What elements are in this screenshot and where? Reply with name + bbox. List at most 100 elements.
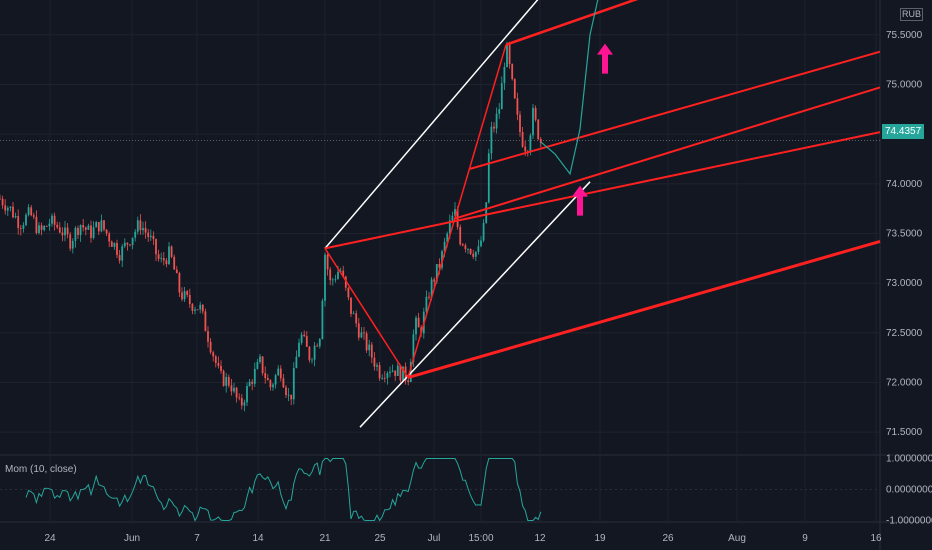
candle-body: [461, 244, 464, 246]
swing-up-line: [407, 44, 507, 378]
y-tick-label: 75.0000: [886, 79, 923, 90]
candle-body: [142, 228, 144, 231]
candle-body: [227, 377, 230, 386]
candle-body: [311, 359, 313, 361]
candle-body: [490, 126, 493, 154]
candle-body: [308, 346, 311, 361]
candle-body: [100, 220, 103, 232]
candle-body: [511, 64, 514, 80]
candle-body: [222, 370, 225, 386]
indicator-label[interactable]: Mom (10, close): [5, 464, 77, 475]
candle-body: [303, 334, 306, 337]
candle-body: [474, 251, 477, 257]
candles: [0, 41, 542, 412]
candle-body: [352, 313, 355, 315]
candle-body: [253, 368, 256, 384]
candle-body: [370, 344, 373, 358]
candle-body: [277, 368, 280, 376]
candle-body: [238, 397, 241, 399]
x-tick-label: 7: [194, 533, 200, 544]
candle-body: [508, 43, 511, 65]
candle-body: [285, 387, 287, 395]
momentum-line: [25, 458, 542, 522]
candle-body: [199, 304, 202, 310]
candle-body: [9, 206, 12, 208]
candle-body: [168, 246, 170, 265]
candle-body: [19, 227, 22, 229]
candle-body: [35, 216, 38, 233]
candle-body: [417, 317, 420, 328]
candle-body: [191, 304, 194, 311]
candle-body: [118, 255, 121, 261]
candle-body: [240, 397, 243, 406]
candle-body: [251, 381, 254, 384]
candle-body: [17, 216, 20, 228]
candle-body: [506, 43, 508, 68]
candle-body: [82, 225, 85, 228]
candle-body: [30, 207, 33, 216]
candle-body: [438, 264, 441, 268]
candle-body: [162, 258, 165, 261]
candle-body: [321, 300, 324, 339]
candle-body: [448, 220, 451, 234]
candle-body: [53, 215, 56, 225]
candle-body: [402, 366, 404, 381]
candle-body: [435, 264, 438, 282]
candle-body: [204, 311, 207, 332]
candle-body: [217, 363, 220, 366]
candle-body: [51, 215, 53, 224]
candle-body: [77, 227, 79, 235]
candle-body: [79, 225, 82, 235]
candle-body: [282, 378, 285, 388]
candle-body: [537, 119, 540, 140]
candle-body: [425, 296, 428, 312]
candle-body: [539, 139, 542, 144]
candle-body: [391, 370, 394, 372]
lower-channel-line: [407, 239, 881, 379]
candle-body: [383, 377, 386, 379]
candle-body: [64, 227, 66, 236]
candle-body: [126, 242, 129, 245]
candle-body: [97, 222, 100, 232]
candle-body: [1, 198, 4, 206]
y-tick-label: 71.5000: [886, 427, 923, 438]
candle-body: [469, 248, 472, 254]
candle-body: [66, 227, 69, 235]
candle-body: [415, 317, 417, 335]
candle-body: [214, 356, 217, 364]
candle-body: [500, 83, 503, 110]
y-tick-label: 74.0000: [886, 179, 923, 190]
candle-body: [61, 232, 64, 236]
candle-body: [261, 356, 264, 374]
outer-upper-line: [324, 0, 539, 249]
candle-body: [186, 291, 189, 295]
candle-body: [290, 394, 293, 400]
candle-body: [412, 334, 415, 363]
candle-body: [451, 215, 454, 221]
candle-body: [56, 224, 59, 228]
channel-lines: [324, 0, 881, 428]
outer-lower-line: [359, 181, 591, 428]
x-tick-label: 26: [662, 533, 674, 544]
candle-body: [295, 356, 298, 369]
candle-body: [300, 334, 303, 343]
candle-body: [513, 79, 516, 99]
candle-body: [316, 345, 319, 347]
candle-body: [521, 132, 524, 147]
candle-body: [292, 368, 295, 400]
candle-body: [472, 253, 475, 257]
candle-body: [12, 206, 14, 218]
candle-body: [482, 222, 485, 241]
candle-body: [519, 114, 521, 133]
candle-body: [459, 226, 462, 245]
y-tick-label: 75.5000: [886, 30, 923, 41]
candle-body: [207, 331, 209, 342]
candle-body: [194, 309, 196, 311]
candle-body: [92, 227, 95, 238]
candle-body: [196, 309, 199, 311]
candle-body: [259, 356, 261, 362]
candle-body: [407, 380, 410, 383]
candle-body: [266, 377, 269, 381]
candle-body: [274, 375, 277, 385]
